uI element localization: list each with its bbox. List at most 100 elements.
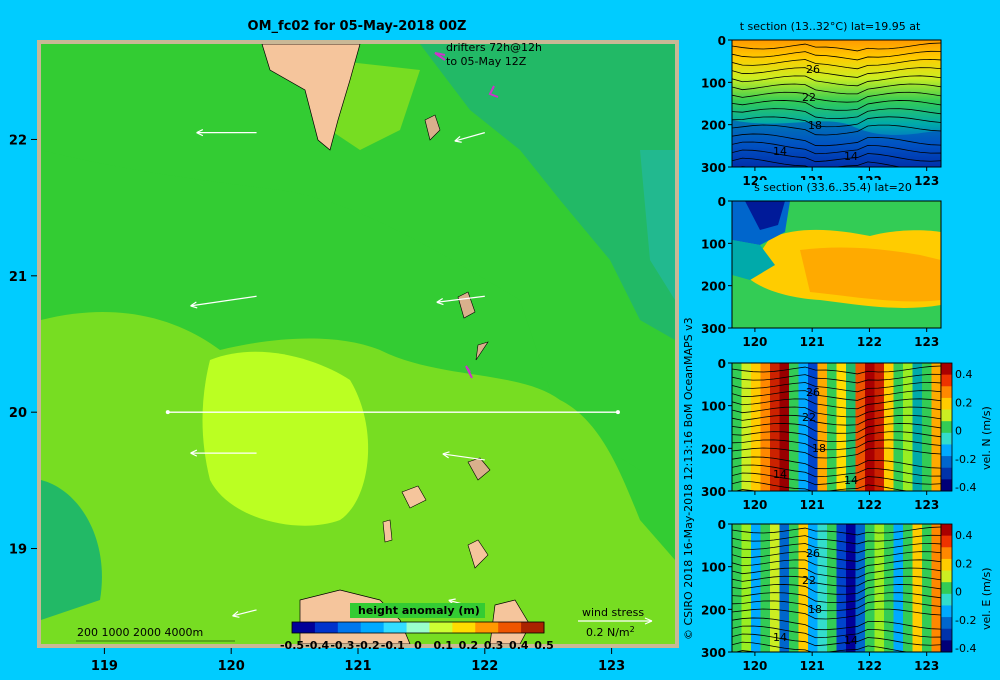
x-tick-label: 121	[344, 659, 371, 674]
isotherm-contour	[732, 42, 941, 52]
salinity-section-title: s section (33.6..35.4) lat=20	[754, 181, 912, 194]
velocity-stripe	[865, 363, 876, 491]
colorbar-title: height anomaly (m)	[358, 604, 480, 617]
y-tick-label: 300	[701, 485, 726, 499]
isotherm-contour	[732, 543, 941, 554]
colorbar-tick-label: -0.4	[305, 639, 329, 652]
contour-label: 18	[812, 442, 826, 455]
salinity-field-core	[800, 247, 941, 302]
colorbar-frame	[940, 362, 953, 492]
colorbar-tick-label: 0	[955, 425, 962, 438]
bathymetry-legend: 200 1000 2000 4000m	[77, 626, 203, 639]
height-colorbar: height anomaly (m) -0.5 -0.4 -0.3 -0.2 -0.1 0…	[280, 603, 554, 652]
velocity-north-axes: 120 121 122 123 0 100 200 300	[701, 357, 939, 512]
y-tick-label: 100	[701, 237, 726, 251]
velocity-east-field	[732, 524, 941, 652]
colorbar-tick-label: -0.2	[955, 614, 976, 627]
isotherm-contour	[732, 625, 941, 639]
colorbar-cell	[429, 622, 453, 633]
velocity-stripe	[817, 363, 828, 491]
velocity-stripe	[836, 363, 847, 491]
isotherm-contour	[732, 108, 941, 119]
colorbar-cell	[941, 628, 952, 641]
isotherm-contour	[732, 534, 941, 545]
island	[467, 457, 491, 481]
contour-label: 14	[844, 634, 858, 647]
drifter-track	[434, 52, 446, 61]
contour-label: 14	[773, 631, 787, 644]
isotherm-contour	[732, 406, 941, 418]
velocity-stripe	[770, 363, 781, 491]
contour-label: 14	[844, 150, 858, 163]
velocity-stripe	[751, 524, 762, 652]
temperature-section-panel: t section (13..32°C) lat=19.95 at 120121…	[701, 20, 942, 188]
colorbar-cell	[452, 622, 476, 633]
velocity-stripe	[827, 524, 838, 652]
velocity-stripe	[808, 363, 819, 491]
map-x-axis: 119 120 121 122 123	[91, 648, 625, 674]
y-tick-label: 20	[9, 406, 27, 421]
salinity-field-mid	[732, 240, 775, 280]
velocity-north-panel: 120 121 122 123 0 100 200 300 0.4 0.2 0 -0.2 -0.4 v…	[701, 357, 993, 512]
x-tick-label: 120	[742, 335, 767, 349]
temperature-section-title: t section (13..32°C) lat=19.95 at	[740, 20, 921, 33]
x-tick-label: 123	[914, 659, 939, 673]
drifters-label-2: to 05-May 12Z	[446, 55, 527, 68]
isotherm-contour	[732, 365, 941, 375]
island	[401, 485, 427, 509]
colorbar-cell	[941, 535, 952, 548]
y-tick-label: 300	[701, 646, 726, 660]
colorbar-cell	[941, 593, 952, 606]
isotherm-contour	[732, 141, 941, 155]
colorbar-cell	[941, 363, 952, 376]
colorbar-cell	[941, 409, 952, 422]
velocity-stripe	[760, 524, 771, 652]
isotherm-contour	[732, 526, 941, 536]
colorbar-tick-label: 0.2	[955, 557, 973, 570]
island	[475, 341, 489, 361]
colorbar-tick-label: 0.3	[484, 639, 504, 652]
colorbar-cell	[475, 622, 499, 633]
isotherm-contour	[732, 382, 941, 393]
y-tick-label: 0	[718, 357, 726, 371]
velocity-stripe	[846, 524, 857, 652]
wind-vector-head	[442, 451, 450, 459]
velocity-stripe	[855, 363, 866, 491]
contour-label: 22	[802, 574, 816, 587]
colorbar-tick-label: -0.1	[381, 639, 405, 652]
isotherm-contour	[732, 575, 941, 587]
isotherm-contour	[732, 83, 941, 95]
salinity-section-panel: s section (33.6..35.4) lat=20 120 121 122 1…	[701, 180, 942, 349]
wind-stress-label: wind stress	[582, 606, 644, 619]
contour-label: 14	[844, 474, 858, 487]
colorbar-cell	[383, 622, 408, 633]
wind-vector-head	[190, 449, 198, 457]
velocity-stripe	[789, 524, 800, 652]
isotherm-contour	[732, 551, 941, 562]
y-tick-label: 300	[701, 161, 726, 175]
colorbar-tick-label: 0.2	[955, 396, 973, 409]
velocity-stripe	[798, 524, 809, 652]
colorbar-frame	[940, 523, 953, 653]
wind-vector-head	[196, 129, 204, 137]
section-endpoint	[615, 410, 620, 415]
y-tick-label: 0	[718, 195, 726, 209]
isotherm-contour	[732, 608, 941, 620]
drifter-track	[465, 365, 473, 379]
colorbar-tick-label: -0.5	[280, 639, 304, 652]
isotherm-contour	[732, 116, 941, 128]
colorbar-cell	[941, 421, 952, 434]
velocity-stripe	[893, 524, 904, 652]
wind-vector	[442, 453, 485, 461]
drifter-tracks	[434, 52, 499, 379]
colorbar-tick-label: 0.4	[509, 639, 529, 652]
velocity-stripe	[922, 524, 933, 652]
isotherm-contour	[732, 592, 941, 603]
sea-field-pale-north	[330, 60, 420, 150]
colorbar-cell	[406, 622, 430, 633]
wind-vector-head	[454, 135, 462, 143]
contour-label: 14	[773, 468, 787, 481]
colorbar-cell	[941, 397, 952, 411]
velocity-stripe	[798, 363, 809, 491]
